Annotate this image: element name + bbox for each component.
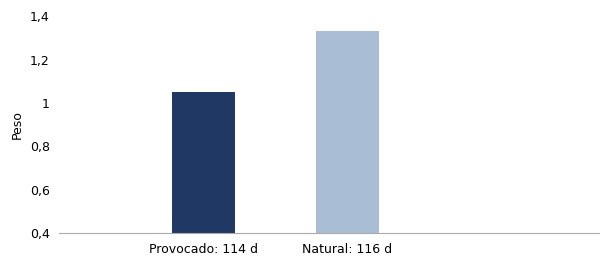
Bar bbox=[315, 31, 379, 267]
Bar bbox=[172, 92, 235, 267]
Y-axis label: Peso: Peso bbox=[11, 110, 24, 139]
